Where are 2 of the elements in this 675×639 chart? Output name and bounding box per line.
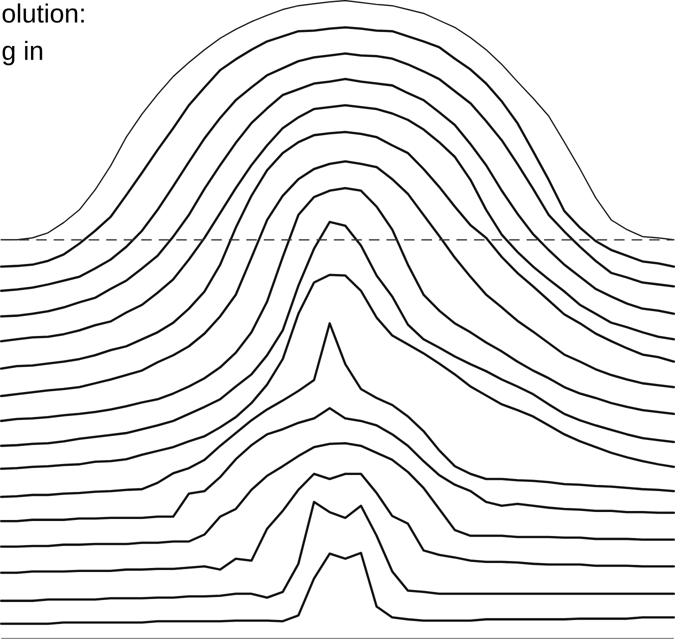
annotation: olution: [2, 4, 84, 23]
annotation: g in [2, 40, 42, 66]
